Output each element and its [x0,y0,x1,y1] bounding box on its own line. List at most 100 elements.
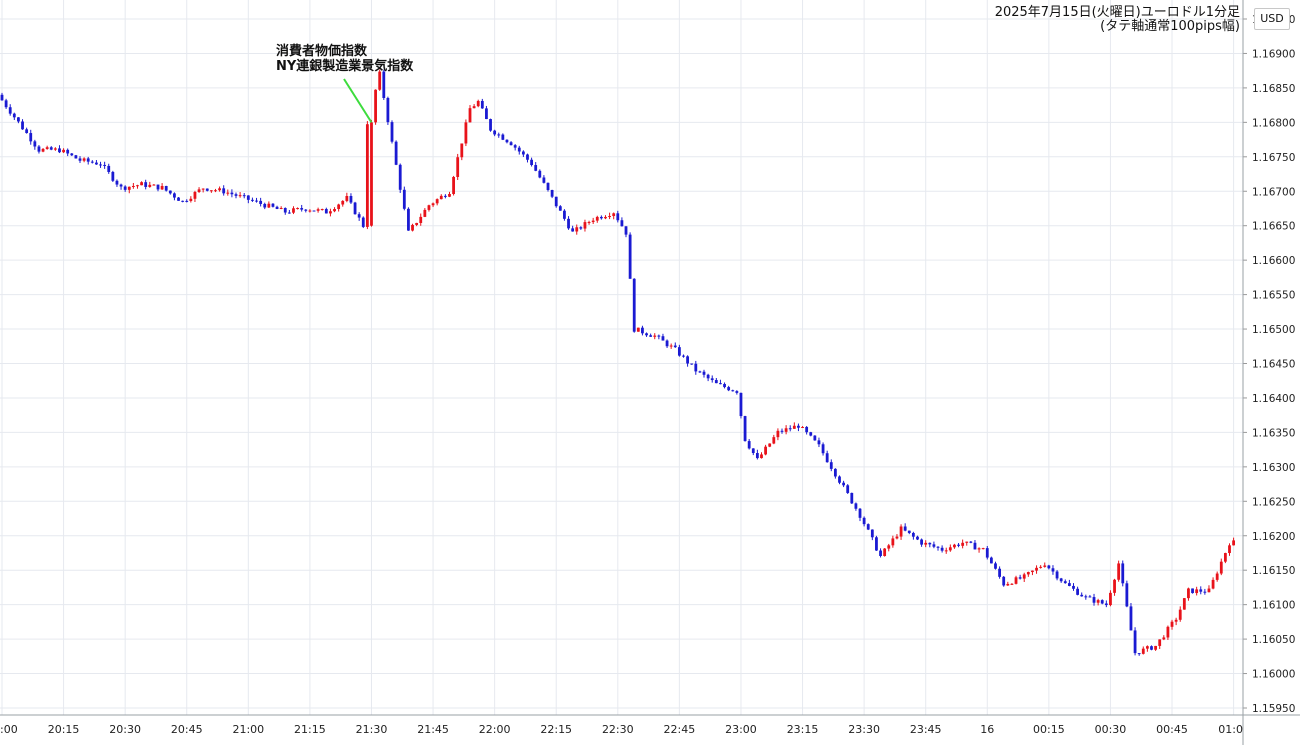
candle-body [90,161,94,163]
x-tick-label: 00:30 [1095,723,1127,736]
candle-body [148,184,152,187]
candle-body [49,147,53,150]
candle-body [25,129,29,134]
y-tick-label: 1.16000 [1252,669,1295,681]
x-tick-label: 21:15 [294,723,326,736]
candle-body [977,548,981,550]
candle-body [242,195,246,197]
candle-body [563,210,566,219]
candle-body [123,186,127,190]
candle-body [657,335,661,337]
candle-body [439,195,443,200]
candle-body [337,204,341,210]
candle-body [612,213,616,217]
candle-body [1228,545,1231,554]
candle-body [156,184,160,190]
candle-body [723,383,726,388]
candle-body [772,437,776,444]
candle-body [1158,639,1162,646]
candle-body [1182,598,1186,610]
candle-body [595,216,599,221]
candle-body [879,550,882,556]
candle-body [1141,648,1145,654]
candle-body [386,97,390,123]
candle-body [407,208,410,231]
candle-body [784,428,788,432]
candle-body [103,164,107,166]
currency-button[interactable]: USD [1254,8,1290,30]
candle-body [17,117,20,122]
candle-body [1031,570,1034,573]
candle-body [714,380,718,384]
candle-body [4,100,8,108]
candle-body [1051,568,1055,572]
candle-body [747,441,751,449]
candle-body [1129,606,1133,631]
candle-body [936,546,940,548]
candle-body [1195,589,1199,594]
candle-body [513,145,517,148]
candle-body [1104,603,1108,606]
candle-body [665,340,669,347]
candle-body [493,130,497,135]
candle-body [222,188,226,194]
candle-body [480,100,484,109]
candle-body [706,374,710,379]
candle-body [571,228,575,232]
candle-body [1117,563,1121,580]
candle-body [1002,576,1006,586]
candle-body [316,209,320,211]
candle-body [883,548,887,556]
candle-body [33,141,37,147]
candle-body [140,182,143,186]
event-annotation: 消費者物価指数 NY連銀製造業景気指数 [276,44,413,74]
candle-body [226,192,230,194]
candle-body [821,444,825,454]
candle-body [1092,597,1096,603]
candle-body [916,536,919,540]
candle-body [1174,619,1178,622]
candle-body [575,227,579,232]
y-tick-label: 1.16600 [1252,255,1295,267]
candle-body [456,157,460,177]
candle-body [538,170,542,178]
candle-body [427,205,431,210]
candle-body [1084,596,1088,598]
candle-body [591,220,595,223]
candle-body [755,453,759,459]
candle-body [279,208,283,210]
candle-body [661,336,665,341]
candle-body [74,155,78,159]
candle-body [969,541,973,543]
candle-body [181,200,185,202]
candle-body [829,462,833,469]
candle-body [1047,565,1051,569]
candle-body [620,220,624,227]
candle-body [780,430,784,432]
candle-body [599,216,603,219]
y-tick-label: 1.16150 [1252,565,1295,577]
price-axis: 1.169501.169001.168501.168001.167501.167… [1242,0,1295,745]
candle-body [641,327,644,334]
chart-title: 2025年7月15日(火曜日)ユーロドル1分足 [994,5,1240,20]
x-tick-label: 21:30 [356,723,388,736]
candle-body [1215,573,1219,580]
candle-body [1080,594,1084,597]
x-tick-label: 22:30 [602,723,634,736]
candle-body [390,122,394,142]
candle-body [66,149,70,154]
candle-body [164,185,168,191]
candle-body [185,200,189,202]
candle-body [1067,583,1071,586]
candle-body [1059,578,1063,582]
candle-body [329,211,332,214]
candle-body [304,209,308,211]
x-tick-label: 23:45 [910,723,942,736]
candle-body [517,147,521,152]
candle-body [1170,621,1174,627]
candle-body [177,197,180,201]
candle-body [1137,653,1141,655]
candle-body [435,199,439,204]
candle-body [805,426,809,433]
